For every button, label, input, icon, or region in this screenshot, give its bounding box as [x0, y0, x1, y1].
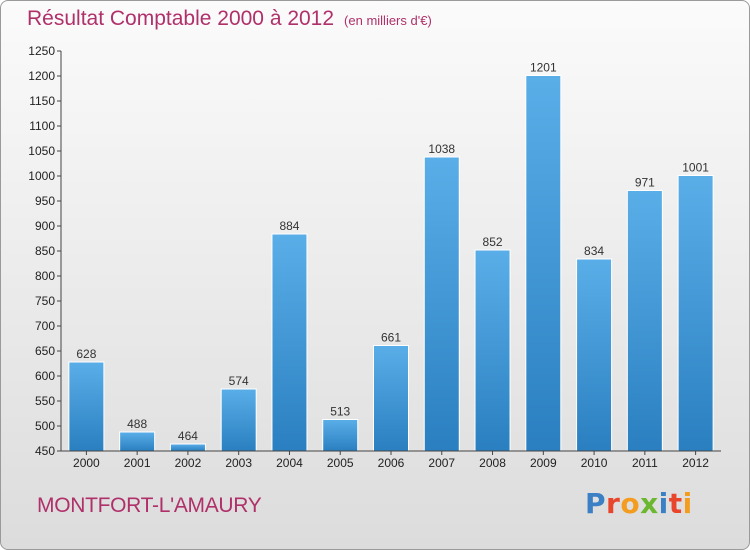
logo-letter: o — [620, 487, 641, 520]
y-tick-label-650: 650 — [35, 344, 55, 358]
logo-letter: x — [640, 487, 659, 520]
x-tick-label-2008: 2008 — [479, 456, 506, 470]
y-tick-label-550: 550 — [35, 394, 55, 408]
bar-2000 — [68, 361, 105, 452]
y-tick-label-1150: 1150 — [29, 94, 55, 108]
value-label-2001: 488 — [127, 417, 147, 431]
x-tick-label-2007: 2007 — [428, 456, 455, 470]
x-tick-label-2003: 2003 — [225, 456, 252, 470]
x-tick-label-2002: 2002 — [175, 456, 202, 470]
value-label-2009: 1201 — [530, 61, 557, 75]
bar-2010 — [576, 258, 613, 452]
value-label-2006: 661 — [381, 331, 401, 345]
y-tick-label-500: 500 — [35, 419, 55, 433]
y-tick-label-900: 900 — [35, 219, 55, 233]
logo-letter: t — [668, 487, 683, 520]
value-label-2012: 1001 — [682, 161, 709, 175]
logo-letter: i — [658, 487, 669, 520]
x-tick-label-2009: 2009 — [530, 456, 557, 470]
title-text: Résultat Comptable 2000 à 2012 — [27, 7, 335, 30]
value-label-2008: 852 — [483, 235, 503, 249]
x-tick-label-2000: 2000 — [73, 456, 100, 470]
value-label-2005: 513 — [330, 405, 350, 419]
logo-letter: P — [585, 487, 607, 520]
chart-title: Résultat Comptable 2000 à 2012 (en millie… — [27, 7, 432, 31]
bar-2012 — [677, 175, 714, 452]
bar-2006 — [373, 345, 409, 452]
value-label-2010: 834 — [584, 244, 604, 258]
y-tick-label-450: 450 — [35, 444, 55, 458]
x-tick-label-2011: 2011 — [632, 456, 658, 470]
proxiti-logo[interactable]: Proxiti — [585, 487, 693, 520]
bar-2001 — [119, 431, 156, 452]
x-tick-label-2001: 2001 — [124, 456, 151, 470]
y-tick-label-850: 850 — [35, 244, 55, 258]
y-tick-label-950: 950 — [35, 194, 55, 208]
x-tick-label-2010: 2010 — [581, 456, 608, 470]
x-tick-label-2006: 2006 — [378, 456, 405, 470]
bar-2005 — [322, 419, 359, 452]
bar-2007 — [423, 156, 460, 452]
y-tick-label-700: 700 — [35, 319, 55, 333]
logo-letter: r — [606, 487, 621, 520]
x-tick-label-2004: 2004 — [276, 456, 303, 470]
bar-2004 — [271, 233, 308, 452]
bar-2008 — [474, 249, 511, 452]
y-tick-label-1200: 1200 — [28, 69, 55, 83]
value-label-2000: 628 — [76, 347, 96, 361]
value-label-2004: 884 — [279, 219, 299, 233]
y-tick-label-600: 600 — [35, 369, 55, 383]
value-label-2011: 971 — [635, 176, 655, 190]
y-tick-label-750: 750 — [35, 294, 55, 308]
bar-2009 — [525, 75, 562, 452]
place-name: MONTFORT-L'AMAURY — [37, 494, 262, 517]
bar-2003 — [220, 388, 257, 452]
value-label-2002: 464 — [178, 429, 198, 443]
value-label-2007: 1038 — [428, 142, 455, 156]
y-tick-label-800: 800 — [35, 269, 55, 283]
chart-subtitle: (en milliers d'€) — [344, 13, 432, 28]
bar-2002 — [169, 443, 206, 452]
x-tick-label-2005: 2005 — [327, 456, 354, 470]
y-tick-label-1250: 1250 — [28, 44, 55, 58]
value-label-2003: 574 — [229, 374, 249, 388]
y-tick-label-1050: 1050 — [28, 144, 55, 158]
y-tick-label-1100: 1100 — [29, 119, 55, 133]
y-tick-label-1000: 1000 — [28, 169, 55, 183]
x-tick-label-2012: 2012 — [682, 456, 709, 470]
bar-2011 — [626, 190, 663, 452]
logo-letter: i — [682, 487, 693, 520]
